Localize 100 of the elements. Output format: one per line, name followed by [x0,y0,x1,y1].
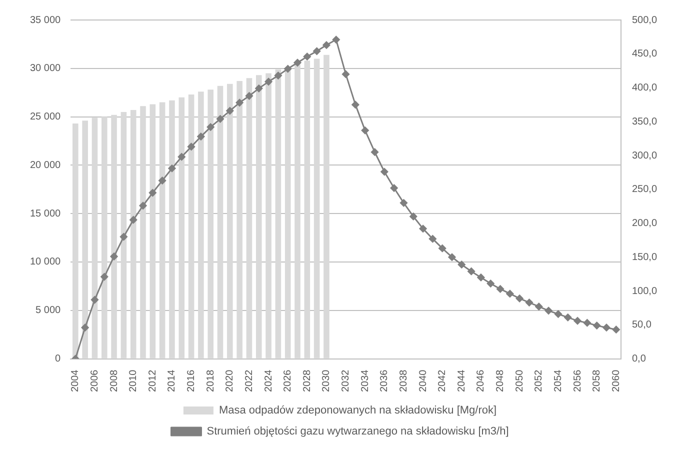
legend-label: Strumień objętości gazu wytwarzanego na składowisku [m3/h] [206,426,509,438]
bar [275,69,282,358]
point [525,298,533,306]
point [100,273,108,281]
x-tick-label: 2006 [89,369,100,392]
x-tick-label: 2032 [340,369,352,392]
point [274,72,282,80]
point [226,107,234,115]
x-tick-label: 2014 [166,369,178,392]
y2-tick-label: 50,0 [632,320,652,331]
x-tick-label: 2030 [321,369,332,392]
point [535,302,543,310]
bar [101,116,108,358]
bar [304,60,310,358]
y2-tick-label: 450,0 [632,48,658,60]
x-tick-label: 2056 [572,369,584,392]
x-tick-label: 2004 [70,369,82,392]
point [602,324,610,332]
point [294,58,302,66]
point [188,142,196,150]
x-tick-label: 2036 [379,369,390,392]
x-tick-label: 2052 [534,369,545,392]
y-tick-label: 25 000 [30,112,62,123]
point [410,212,418,220]
point [593,322,601,330]
x-tick-label: 2046 [476,369,487,392]
x-tick-label: 2022 [244,369,255,392]
x-tick-label: 2012 [147,369,158,392]
point [486,280,494,288]
point [313,47,321,55]
x-tick-label: 2024 [263,369,274,392]
x-tick-label: 2038 [398,369,410,392]
x-tick-label: 2018 [205,369,216,392]
x-tick-label: 2048 [495,369,506,392]
y-tick-label: 0 [55,354,62,365]
point [322,41,330,49]
point [612,326,620,334]
x-tick-label: 2026 [282,369,294,392]
point [361,126,369,134]
point [90,296,98,304]
bar [140,106,146,358]
point [284,65,292,73]
y2-tick-label: 300,0 [632,150,658,162]
x-tick-label: 2034 [360,369,371,392]
point [380,168,388,176]
bar [92,118,98,358]
y2-tick-label: 0,0 [632,354,646,365]
point [516,294,524,302]
point [139,202,147,210]
x-tick-label: 2010 [128,369,140,392]
point [197,132,205,140]
bar [246,78,252,358]
bar [150,104,156,358]
point [496,285,504,293]
point [468,268,476,276]
bar [169,100,175,358]
x-tick-label: 2044 [456,369,468,392]
bar [208,90,214,358]
y-tick-label: 30 000 [30,63,62,74]
bar [294,64,300,358]
bar [72,124,78,358]
point [419,224,427,232]
point [352,100,360,108]
point [506,290,514,298]
point [583,319,591,327]
point [236,98,244,106]
bar [178,97,185,358]
bar [120,112,127,358]
bar [217,86,224,358]
bar [314,58,320,358]
x-tick-label: 2042 [437,369,448,392]
x-tick-label: 2040 [418,369,429,392]
point [574,317,582,325]
bar [188,94,194,358]
point [264,78,272,86]
point [428,235,436,243]
x-tick-label: 2028 [302,369,313,392]
bar [266,73,272,358]
point [148,189,156,197]
point [81,324,89,332]
bar [324,54,330,358]
point [206,123,214,131]
y-tick-label: 10 000 [30,256,62,268]
y2-tick-label: 100,0 [632,286,658,297]
point [477,274,485,282]
point [448,253,456,261]
y-tick-label: 5 000 [36,305,62,316]
y-tick-label: 15 000 [30,208,62,220]
y-tick-label: 35 000 [30,14,62,26]
point [255,84,263,92]
point [342,70,350,78]
bar [236,80,242,358]
point [400,199,408,207]
y2-tick-label: 250,0 [632,184,658,196]
y2-tick-label: 400,0 [632,82,658,94]
point [303,52,311,60]
point [371,148,378,156]
point [438,244,446,252]
bar [111,114,117,358]
point [178,153,186,161]
